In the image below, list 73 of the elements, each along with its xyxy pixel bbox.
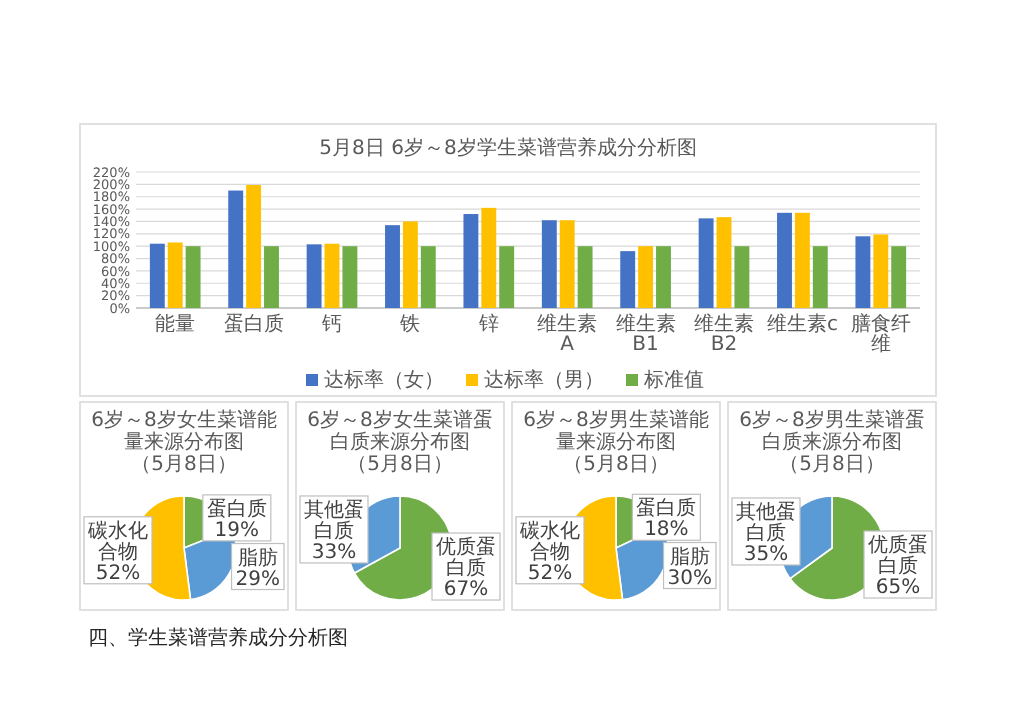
chart-subtitle: （5月8日） [347, 454, 453, 476]
data-label: 19% [214, 519, 260, 542]
bar [185, 246, 201, 308]
slice-label: 碳水化合物 [86, 518, 148, 564]
bar [541, 220, 557, 308]
bar [499, 246, 515, 308]
slice-label: 其他蛋白质 [736, 499, 796, 545]
slice-label: 脂肪 [669, 544, 710, 569]
chart-title: 6岁～8岁女生菜谱蛋白质来源分布图 [307, 408, 493, 454]
bar [656, 246, 671, 308]
bar [385, 225, 400, 308]
bar [246, 184, 262, 308]
bar [812, 246, 828, 308]
bar [698, 218, 714, 308]
slice-label: 其他蛋白质 [304, 497, 364, 543]
bar [873, 234, 889, 308]
slice-label: 碳水化合物 [518, 518, 580, 564]
chart-subtitle: （5月8日） [131, 454, 237, 476]
x-tick-label: 蛋白质 [223, 312, 284, 336]
bar [794, 212, 810, 308]
chart-title: 5月8日 6岁～8岁学生菜谱营养成分分析图 [319, 136, 697, 160]
slice-label: 优质蛋白质 [868, 533, 928, 579]
bar [577, 246, 593, 308]
chart-title: 6岁～8岁女生菜谱能量来源分布图 [91, 408, 277, 454]
data-label: 18% [644, 519, 689, 542]
bar [306, 244, 322, 308]
data-label: 33% [311, 541, 357, 564]
x-tick-label: 维生素B2 [694, 312, 754, 356]
data-label: 52% [95, 562, 141, 585]
bar [559, 220, 575, 308]
chart-title: 6岁～8岁男生菜谱能量来源分布图 [523, 408, 709, 454]
bar [264, 246, 279, 308]
bar [228, 190, 244, 308]
x-tick-label: 能量 [155, 312, 196, 336]
data-label: 29% [235, 568, 281, 591]
x-tick-label: 钙 [320, 314, 342, 336]
slice-label: 蛋白质 [636, 496, 697, 521]
bar [167, 242, 183, 308]
slice-label: 蛋白质 [206, 496, 267, 521]
data-label: 52% [527, 562, 573, 585]
bar [638, 246, 654, 308]
x-tick-label: 维生素B1 [615, 312, 676, 356]
bar [855, 236, 871, 308]
bar [620, 251, 636, 308]
chart-subtitle: （5月8日） [563, 454, 669, 476]
chart-title: 6岁～8岁男生菜谱蛋白质来源分布图 [739, 408, 925, 454]
x-tick-label: 铁 [398, 312, 421, 336]
x-tick-label: 锌 [476, 312, 499, 336]
chart-subtitle: （5月8日） [779, 454, 885, 476]
bar [777, 212, 792, 308]
bar [420, 246, 436, 308]
legend-label: 达标率（女） [324, 368, 444, 392]
x-tick-label: 膳食纤维 [850, 312, 911, 356]
text: 四、学生菜谱营养成分分析图 [88, 626, 348, 650]
x-tick-label: 维生素A [537, 312, 598, 356]
slice-label: 脂肪 [237, 545, 278, 570]
data-label: 35% [743, 543, 789, 566]
data-label: 65% [875, 577, 921, 600]
bar [891, 246, 907, 308]
bar [324, 243, 340, 308]
x-tick-label: 维生素c [766, 312, 838, 336]
bar [402, 221, 418, 308]
data-label: 67% [443, 579, 489, 602]
legend-label: 达标率（男） [484, 368, 604, 392]
bar [463, 214, 479, 308]
legend-label: 标准值 [642, 368, 704, 392]
slice-label: 优质蛋白质 [436, 535, 496, 581]
bar [734, 246, 750, 308]
bar [716, 217, 732, 308]
bar [149, 243, 165, 308]
bar [342, 246, 358, 308]
data-label: 30% [667, 567, 713, 590]
bar [481, 207, 497, 308]
